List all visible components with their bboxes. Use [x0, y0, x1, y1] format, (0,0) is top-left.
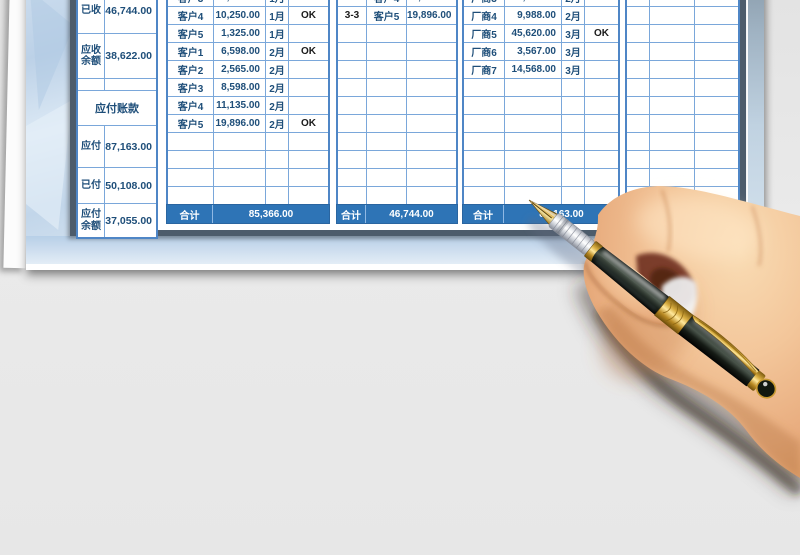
table-row [336, 60, 458, 79]
pen-center-band [654, 296, 694, 335]
table-row [462, 150, 620, 169]
summary-header-payables: 应付账款 [78, 91, 156, 126]
summary-row-paid: 已付 50,108.00 [78, 168, 156, 204]
pen-tail-ring [747, 371, 766, 391]
cell [406, 168, 458, 187]
total-value: 46,744.00 [389, 208, 434, 220]
pen-clip [692, 314, 761, 378]
receivables-detail-section: 客户39,999.001月客户410,250.001月OK客户51,325.00… [166, 0, 330, 224]
ledger-table-block: 已收 46,744.00 应收余额 38,622.00 应付账款 应付 87,1… [70, 0, 746, 239]
cell [561, 168, 585, 187]
summary-label: 应付 [78, 126, 105, 167]
finger-crease [660, 189, 672, 253]
pen-barrel-rear [678, 315, 760, 387]
summary-value: 87,163.00 [105, 140, 152, 153]
cabochon-highlight [763, 381, 768, 387]
total-value: 87,163.00 [539, 208, 584, 220]
summary-value: 46,744.00 [105, 5, 152, 17]
total-value: 85,366.00 [248, 208, 294, 220]
cell [366, 168, 407, 187]
table-row: 厂商4 9,988.00 2月 [462, 6, 620, 25]
total-label: 合计 [337, 205, 366, 223]
grip-band [555, 218, 570, 235]
table-row [166, 168, 330, 187]
paid-detail-section: 合计 [625, 0, 740, 224]
table-row [625, 96, 740, 115]
summary-label: 已付 [78, 168, 105, 203]
total-label: 合计 [167, 205, 213, 223]
received-total-row: 合计 46,744.00 [336, 204, 458, 224]
receivables-table: 客户39,999.001月客户410,250.001月OK客户51,325.00… [166, 0, 330, 206]
cell [649, 168, 695, 187]
summary-row-empty [78, 79, 156, 91]
table-row [166, 150, 330, 169]
pen-cabochon [756, 378, 777, 399]
cell [694, 168, 740, 187]
summary-header-label: 应付账款 [95, 103, 139, 115]
fountain-pen [528, 199, 777, 399]
summary-value: 38,622.00 [105, 50, 152, 62]
table-row: 客户4 10,250.00 1月 OK [166, 6, 330, 25]
summary-label [78, 79, 105, 90]
nib-highlight [531, 200, 559, 219]
cell [265, 168, 289, 187]
barrel-specular [601, 250, 667, 301]
table-row [166, 186, 330, 206]
barrel-reflection [595, 259, 657, 312]
receivables-total-row: 合计 85,366.00 [166, 204, 330, 224]
pen-barrel-front [591, 246, 670, 315]
cell [584, 168, 620, 187]
table-row [336, 168, 458, 187]
summary-value: 37,055.00 [105, 214, 152, 227]
band-engraving [662, 302, 684, 325]
table-row [625, 42, 740, 61]
thumb-shadow-edge [583, 261, 675, 328]
cell: 2月 [561, 6, 585, 25]
nib-slit [531, 202, 553, 219]
cell [288, 168, 330, 187]
summary-label: 应付余额 [78, 204, 105, 237]
finger-crease [750, 205, 762, 267]
summary-row-payable: 应付 87,163.00 [78, 126, 156, 168]
total-label: 合计 [463, 205, 504, 223]
table-row: 客户4 11,135.00 2月 [166, 96, 330, 115]
cell: OK [288, 42, 330, 61]
table-row: 客户5 1,325.00 1月 [166, 24, 330, 43]
grip-etching [552, 216, 592, 252]
table-row [625, 60, 740, 79]
table-row [462, 186, 620, 206]
table-row [462, 168, 620, 187]
table-row [625, 168, 740, 187]
table-row [336, 24, 458, 43]
summary-row-payable-balance: 应付余额 37,055.00 [78, 204, 156, 237]
summary-panel: 已收 46,744.00 应收余额 38,622.00 应付账款 应付 87,1… [76, 0, 158, 239]
payables-detail-section: 厂商35,566.002月厂商49,988.002月厂商545,620.003月… [462, 0, 620, 224]
payables-table: 厂商35,566.002月厂商49,988.002月厂商545,620.003月… [462, 0, 620, 206]
table-row [336, 150, 458, 169]
summary-row-received: 已收 46,744.00 [78, 0, 156, 34]
table-row: 客户1 6,598.00 2月 OK [166, 42, 330, 61]
table-row [336, 114, 458, 133]
summary-row-receivable-balance: 应收余额 38,622.00 [78, 34, 156, 79]
table-row: 客户3 8,598.00 2月 [166, 78, 330, 97]
cell: 3月 [561, 24, 585, 43]
table-row [462, 78, 620, 97]
summary-label: 已收 [78, 0, 105, 33]
table-row [625, 150, 740, 169]
summary-label: 应收余额 [78, 34, 105, 78]
clip-engraving [698, 320, 757, 372]
sheet-right-edge [748, 0, 764, 270]
summary-value: 50,108.00 [105, 179, 152, 192]
